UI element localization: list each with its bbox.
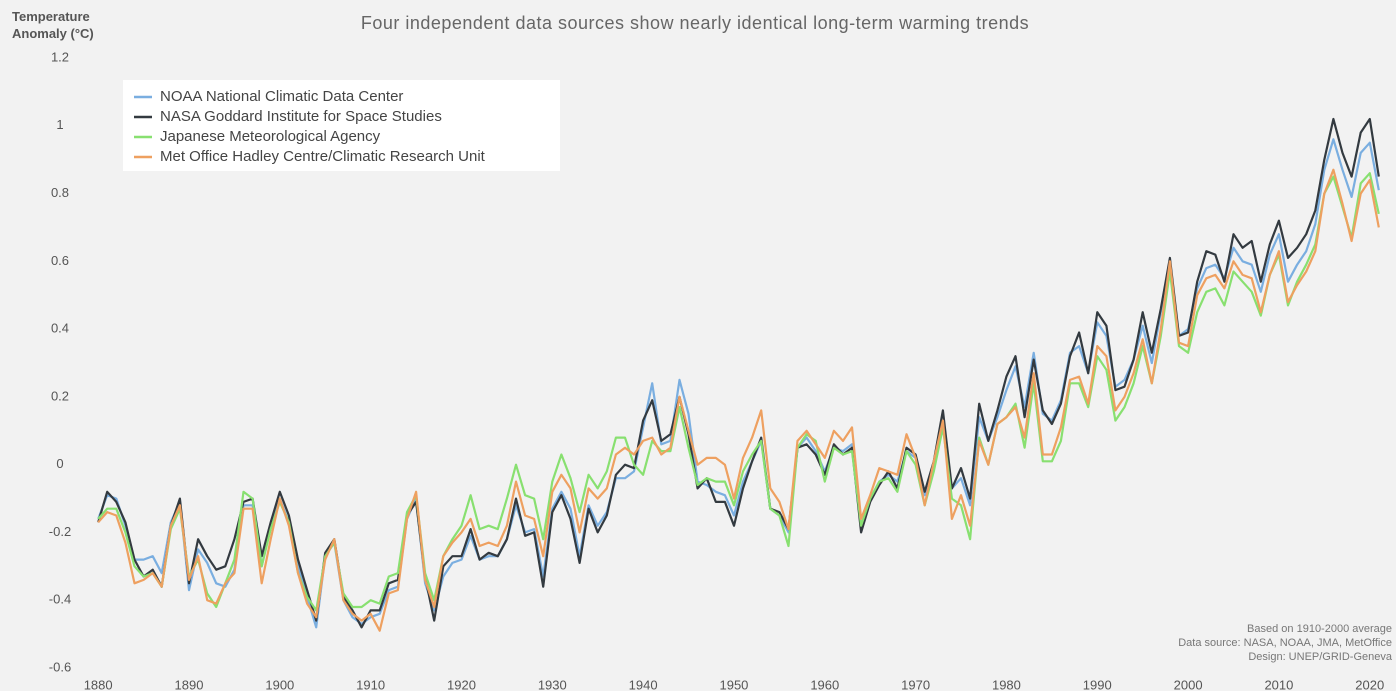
y-tick-label: 0 [56,456,63,471]
y-tick-label: -0.2 [49,524,71,539]
annotation: Based on 1910-2000 average [1247,623,1392,635]
y-tick-label: 0.8 [51,185,69,200]
y-tick-label: -0.6 [49,659,71,674]
x-tick-label: 1940 [629,677,658,691]
annotation: Data source: NASA, NOAA, JMA, MetOffice [1178,637,1392,649]
x-tick-label: 1910 [356,677,385,691]
x-tick-label: 1900 [265,677,294,691]
y-tick-label: 1 [56,117,63,132]
chart-title: Four independent data sources show nearl… [361,13,1029,33]
series-line [97,172,1380,612]
x-tick-label: 2020 [1355,677,1384,691]
x-tick-label: 1890 [175,677,204,691]
x-tick-label: 1970 [901,677,930,691]
x-tick-label: 2010 [1264,677,1293,691]
x-tick-label: 1920 [447,677,476,691]
y-tick-label: 0.2 [51,388,69,403]
x-tick-label: 2000 [1174,677,1203,691]
series-line [97,138,1380,629]
x-tick-label: 1960 [810,677,839,691]
series-line [97,168,1380,632]
y-axis-label: Temperature Anomaly (°C) [12,9,94,41]
legend-label: Japanese Meteorological Agency [160,128,381,145]
y-tick-label: 0.6 [51,253,69,268]
legend: NOAA National Climatic Data Center NASA G… [123,80,560,171]
legend-box [123,80,560,171]
annotation: Design: UNEP/GRID-Geneva [1248,651,1393,663]
x-tick-label: 1880 [84,677,113,691]
legend-label: NASA Goddard Institute for Space Studies [160,108,442,125]
y-tick-label: 1.2 [51,49,69,64]
y-tick-label: 0.4 [51,321,69,336]
x-tick-label: 1990 [1083,677,1112,691]
x-tick-label: 1950 [719,677,748,691]
series-line [97,117,1380,629]
legend-label: NOAA National Climatic Data Center [160,88,403,105]
x-tick-label: 1980 [992,677,1021,691]
y-tick-label: -0.4 [49,592,71,607]
x-tick-label: 1930 [538,677,567,691]
legend-label: Met Office Hadley Centre/Climatic Resear… [160,148,486,165]
